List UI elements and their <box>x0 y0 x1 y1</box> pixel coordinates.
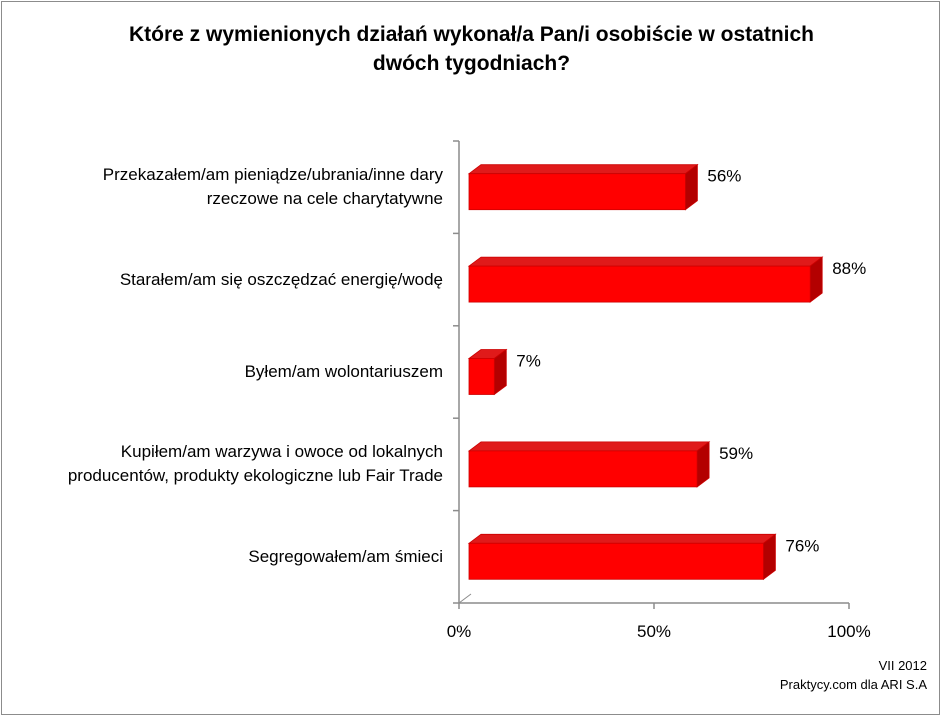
chart-title-line-2: dwóch tygodniach? <box>372 52 571 75</box>
category-label-line: Byłem/am wolontariuszem <box>244 362 443 381</box>
chart-title-line-1: Które z wymienionych działań wykonał/a P… <box>128 23 814 46</box>
chart-footer: VII 2012 Praktycy.com dla ARI S.A <box>780 656 927 694</box>
chart-title: Które z wymienionych działań wykonał/a P… <box>60 20 883 78</box>
category-label-line: Segregowałem/am śmieci <box>248 546 443 566</box>
x-tick-label: 0% <box>447 622 472 641</box>
bar-top-face <box>467 164 699 175</box>
category-label: Byłem/am wolontariuszem <box>23 360 443 384</box>
bar <box>468 173 686 211</box>
category-label: Kupiłem/am warzywa i owoce od lokalnych p… <box>23 440 443 488</box>
data-label: 7% <box>516 352 541 371</box>
category-label-line: Kupiłem/am warzywa i owoce od lokalnych <box>120 442 443 462</box>
data-label: 59% <box>719 444 753 463</box>
bar <box>468 265 811 303</box>
category-label: Starałem/am się oszczędzać energię/wodę <box>23 268 443 292</box>
bar-top-face <box>467 256 824 267</box>
category-label-line: rzeczowe na cele charytatywne <box>206 189 443 209</box>
category-label: Segregowałem/am śmieci <box>23 545 443 569</box>
bar <box>468 450 698 488</box>
axis-depth-edge <box>458 593 472 604</box>
footer-source: Praktycy.com dla ARI S.A <box>779 677 927 692</box>
category-label-line: Przekazałem/am pieniądze/ubrania/inne da… <box>102 165 443 185</box>
data-label: 88% <box>832 259 866 278</box>
data-label: 76% <box>785 536 819 555</box>
bar <box>468 358 495 395</box>
x-tick-label: 100% <box>827 622 870 641</box>
bar-top-face <box>467 533 777 544</box>
category-label-line: Starałem/am się oszczędzać energię/wodę <box>119 269 443 289</box>
footer-date: VII 2012 <box>878 658 927 673</box>
x-tick-label: 50% <box>637 622 671 641</box>
category-label: Przekazałem/am pieniądze/ubrania/inne da… <box>23 163 443 211</box>
bar <box>468 542 764 580</box>
bar-top-face <box>467 441 711 452</box>
category-label-line: producentów, produkty ekologiczne lub Fa… <box>67 466 443 486</box>
data-label: 56% <box>707 167 741 186</box>
